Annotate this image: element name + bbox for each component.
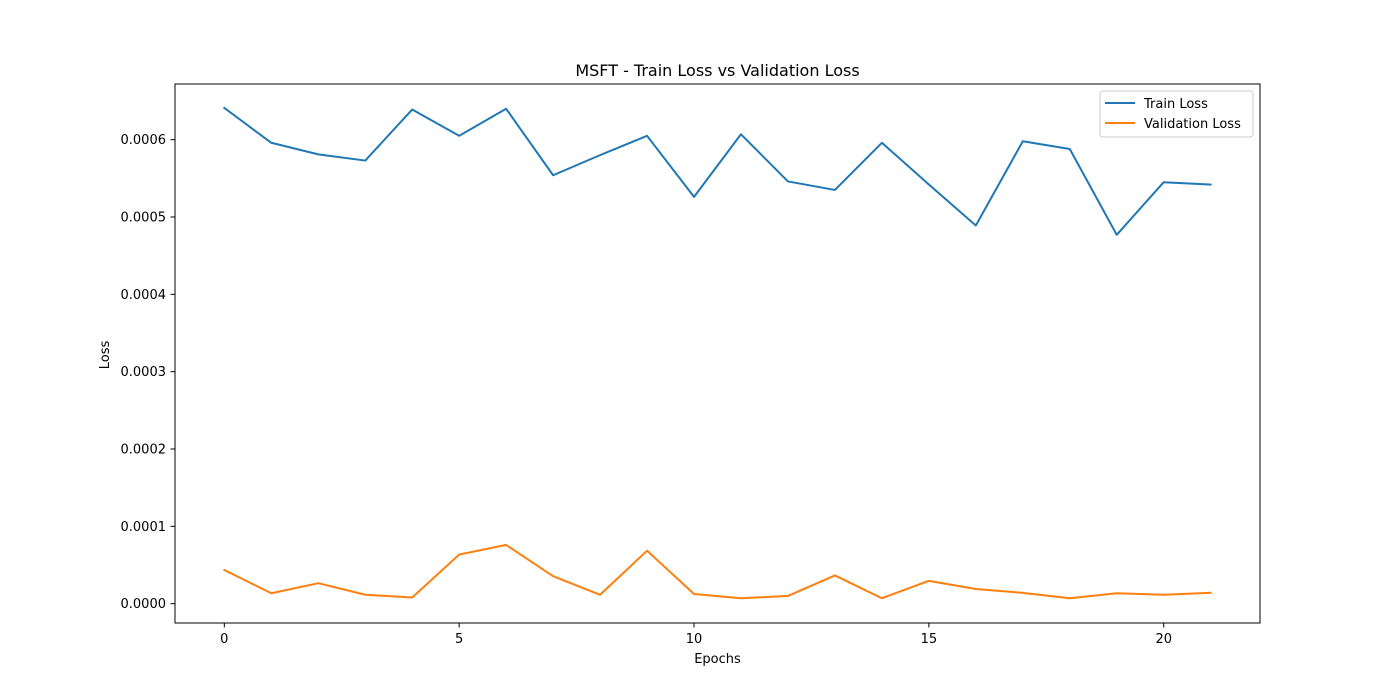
y-tick-label: 0.0002 [121, 443, 167, 458]
y-tick-label: 0.0003 [121, 365, 167, 380]
x-tick-label: 5 [455, 632, 463, 647]
series-line-train-loss [222, 106, 1212, 236]
chart-title: MSFT - Train Loss vs Validation Loss [575, 61, 859, 80]
y-tick-label: 0.0006 [121, 133, 167, 148]
legend-label-train-loss: Train Loss [1143, 97, 1208, 112]
axes-frame [174, 83, 1261, 624]
y-tick-label: 0.0005 [121, 211, 167, 226]
series-line-validation-loss [222, 543, 1212, 600]
x-axis-label: Epochs [694, 652, 741, 667]
legend-box [1099, 90, 1254, 138]
legend-label-validation-loss: Validation Loss [1144, 117, 1241, 132]
x-tick-label: 10 [686, 632, 703, 647]
y-tick-label: 0.0000 [121, 597, 167, 612]
y-tick-label: 0.0004 [121, 288, 167, 303]
y-axis-label: Loss [98, 341, 113, 370]
y-tick-label: 0.0001 [121, 520, 167, 535]
x-tick-label: 0 [220, 632, 228, 647]
x-axis: 0 5 10 15 20 [220, 623, 1172, 647]
plot-area [222, 106, 1212, 600]
legend: Train Loss Validation Loss [1099, 90, 1254, 138]
x-tick-label: 15 [921, 632, 938, 647]
x-tick-label: 20 [1155, 632, 1172, 647]
y-axis: 0.0000 0.0001 0.0002 0.0003 0.0004 0.0005 0.00… [121, 133, 175, 612]
